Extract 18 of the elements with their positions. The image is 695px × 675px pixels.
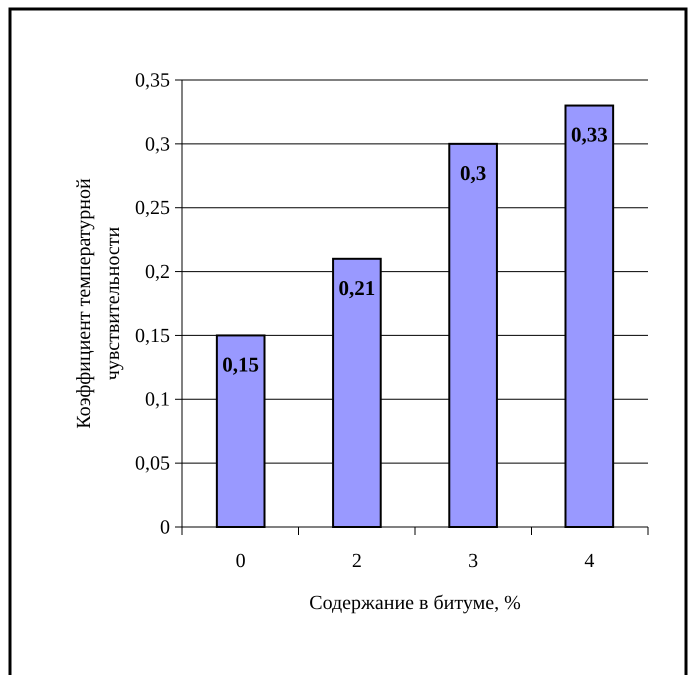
x-axis-title: Содержание в битуме, % (309, 592, 521, 614)
y-tick-label: 0,1 (145, 388, 170, 411)
y-tick-label: 0,3 (145, 133, 170, 156)
data-label: 0,21 (338, 276, 376, 300)
y-tick-label: 0 (160, 516, 170, 538)
y-tick-label: 0,2 (145, 260, 170, 283)
y-tick-label: 0,25 (135, 197, 170, 220)
x-tick-label: 3 (468, 550, 478, 572)
y-tick-label: 0,15 (135, 324, 170, 347)
y-axis-title: Коэффициент температурной чувствительности (73, 178, 124, 429)
data-label: 0,3 (460, 160, 486, 185)
data-label: 0,33 (570, 122, 608, 147)
data-label: 0,15 (222, 352, 260, 376)
x-tick-label: 4 (584, 550, 594, 572)
y-tick-label: 0,05 (135, 452, 170, 475)
y-tick-label: 0,35 (135, 69, 170, 92)
x-tick-label: 0 (236, 550, 246, 572)
x-tick-label: 2 (352, 550, 362, 572)
